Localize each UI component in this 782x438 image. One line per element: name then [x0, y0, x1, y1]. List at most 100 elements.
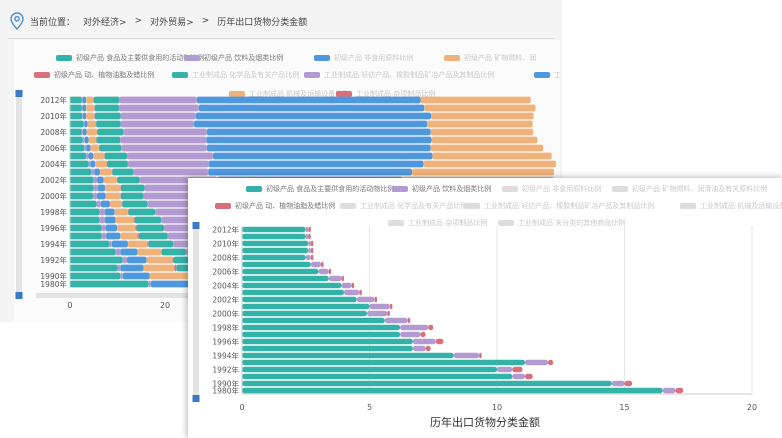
legend-swatch [56, 55, 72, 61]
front-y-tick-label: 1990年 [212, 379, 239, 389]
back-legend-item[interactable]: 工 [534, 70, 561, 80]
back-bar-segment [136, 224, 165, 232]
front-bar-segment [242, 226, 306, 233]
back-bar-segment [109, 240, 112, 248]
scroll-up-button [15, 90, 23, 97]
legend-label: 初级产品 动、植物油脂及蜡比例 [54, 71, 155, 79]
front-bar-segment [242, 296, 357, 303]
legend-label: 工业制成品 机械及运输设备比例 [700, 202, 782, 210]
back-legend-item[interactable]: 初级产品 饮料及烟类比例 [184, 53, 283, 63]
back-legend-item[interactable]: 初级产品 动、植物油脂及蜡比例 [34, 70, 154, 80]
front-legend-item[interactable]: 初级产品 矿物燃料、润滑油及有关原料比例 [612, 184, 767, 194]
breadcrumb-item-trade[interactable]: 对外贸易> [150, 17, 194, 28]
front-bar-segment [308, 226, 311, 233]
front-legend-item[interactable]: 工业制成品 机械及运输设备比例 [680, 201, 782, 211]
back-bar-segment [70, 184, 94, 192]
front-legend-item[interactable]: 初级产品 饮料及烟类比例 [392, 184, 491, 194]
back-bar-segment [149, 272, 190, 280]
back-legend-item[interactable]: 初级产品 非食用原料比例 [314, 53, 413, 63]
front-bar-segment [351, 282, 355, 289]
front-bar-segment [242, 261, 311, 268]
back-bar-segment [107, 160, 128, 168]
back-legend-item[interactable]: 工业制成品 轻纺产品、橡胶制品矿冶产品及其制品比例 [304, 70, 494, 80]
front-bar-segment [359, 289, 362, 296]
back-bar-segment [117, 224, 136, 232]
back-bar-segment [423, 160, 556, 168]
back-bar-segment [90, 160, 96, 168]
back-y-tick-label: 1990年 [40, 271, 67, 281]
front-bar-segment [412, 345, 426, 352]
front-bar-segment [242, 233, 306, 240]
front-bar-segment [328, 268, 332, 275]
back-bar-segment [115, 216, 134, 224]
back-bar-segment [87, 120, 96, 128]
back-bar-segment [120, 232, 138, 240]
back-bar-segment [96, 200, 101, 208]
back-bar-segment [84, 136, 89, 144]
back-bar-segment [104, 152, 127, 160]
back-bar-segment [88, 136, 97, 144]
back-bar-segment [120, 136, 207, 144]
back-bar-segment [97, 192, 106, 200]
back-bar-segment [70, 176, 94, 184]
front-x-tick-label: 20 [747, 403, 757, 412]
back-bar-segment [86, 128, 98, 136]
back-legend-item[interactable]: 工业制成品 化学品及有关产品比例 [172, 70, 299, 80]
back-bar-segment [120, 120, 194, 128]
front-bar-segment [624, 380, 633, 387]
legend-swatch [534, 72, 550, 78]
front-legend-item[interactable]: 初级产品 食品及主要供食用的活动物比例 [246, 184, 394, 194]
back-bar-segment [148, 280, 151, 288]
back-bar-segment [122, 200, 148, 208]
front-legend-item[interactable]: 初级产品 非食用原料比例 [502, 184, 601, 194]
legend-label: 初级产品 动、植物油脂及蜡比例 [235, 202, 336, 210]
front-bar-segment [318, 268, 329, 275]
back-legend-item[interactable]: 初级产品 矿物燃料、润 [444, 53, 536, 63]
breadcrumb-item-economy[interactable]: 对外经济> [83, 17, 127, 28]
front-bar-segment [512, 373, 526, 380]
back-bar-segment [96, 136, 121, 144]
breadcrumb-prefix: 当前位置： [30, 17, 76, 28]
back-bar-segment [86, 152, 89, 160]
back-bar-segment [86, 144, 91, 152]
legend-swatch [336, 91, 352, 97]
front-bar-segment [341, 282, 352, 289]
back-bar-segment [135, 224, 137, 232]
back-bar-segment [105, 184, 121, 192]
front-bar-segment [525, 359, 548, 366]
front-legend-item[interactable]: 工业制成品 未分类的其他商品比例 [498, 218, 625, 228]
back-bar-segment [95, 160, 107, 168]
back-bar-segment [412, 168, 555, 176]
front-bar-segment [242, 310, 367, 317]
back-legend-item[interactable]: 初级产品 食品及主要供食用的活动物比例 [56, 53, 204, 63]
front-y-tick-label: 1992年 [212, 365, 239, 375]
back-bar-segment [120, 264, 144, 272]
front-bar-segment [308, 233, 311, 240]
front-bar-segment [412, 338, 436, 345]
back-y-tick-label: 2000年 [40, 191, 67, 201]
back-bar-segment [134, 216, 162, 224]
breadcrumb-divider [8, 38, 554, 39]
back-bar-segment [127, 240, 148, 248]
back-bar-segment [122, 256, 127, 264]
front-bar-segment [242, 268, 319, 275]
back-bar-segment [430, 144, 544, 152]
front-bar-segment [242, 324, 401, 331]
back-legend-item[interactable]: 工业制成品 杂项制品比例 [336, 89, 435, 99]
back-y-tick-label: 1992年 [40, 255, 67, 265]
front-legend-item[interactable]: 工业制成品 杂项制品比例 [388, 218, 487, 228]
back-bar-segment [70, 280, 149, 288]
back-bar-segment [106, 232, 121, 240]
front-legend-item[interactable]: 工业制成品 轻纺产品、橡胶制品矿冶产品及其制品比例 [464, 201, 654, 211]
front-legend-item[interactable]: 工业制成品 化学品及有关产品比例 [340, 201, 467, 211]
front-bar-segment [242, 240, 309, 247]
front-bar-segment [497, 366, 513, 373]
back-bar-segment [427, 120, 533, 128]
front-legend-item[interactable]: 初级产品 动、植物油脂及蜡比例 [215, 201, 335, 211]
back-bar-segment [148, 240, 174, 248]
back-legend-item[interactable]: 工业制成品 机械及运输设备比例 [229, 89, 349, 99]
back-y-tick-label: 2006年 [40, 143, 67, 153]
back-bar-segment [117, 264, 121, 272]
back-bar-segment [119, 96, 197, 104]
back-bar-segment [430, 128, 534, 136]
